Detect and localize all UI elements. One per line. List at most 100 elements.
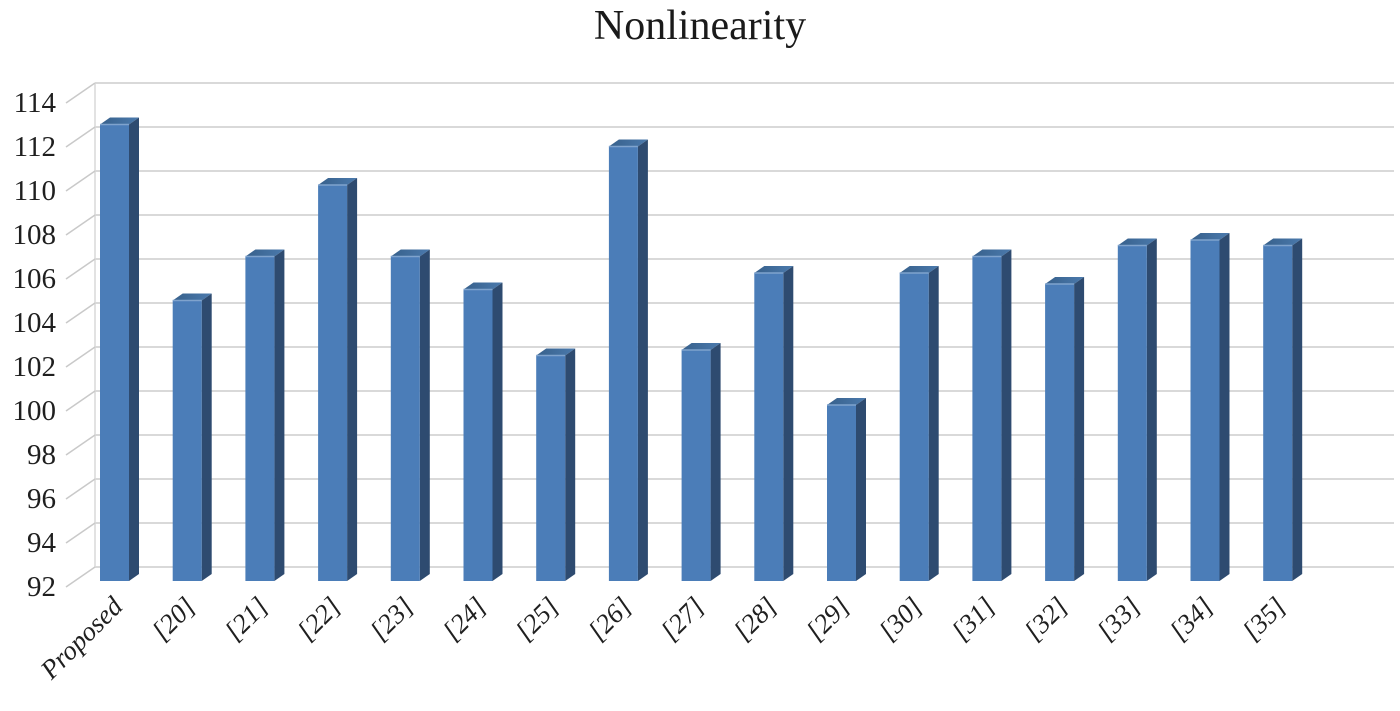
bar-top-face <box>1045 277 1085 284</box>
y-tick-label-100: 100 <box>13 395 57 427</box>
x-category-label-27: [27] <box>655 591 710 646</box>
bar-side-face <box>274 249 285 581</box>
bar-top-face <box>536 348 576 356</box>
bar-side-face <box>928 266 939 581</box>
y-axis-tick-elbow <box>65 170 96 192</box>
bar-side-face <box>1146 238 1157 581</box>
bar-side-face <box>492 282 503 581</box>
bar-29 <box>827 398 866 581</box>
x-category-label-20: [20] <box>146 591 201 646</box>
bar-24 <box>463 282 503 581</box>
bar-front-face <box>463 289 493 581</box>
y-axis-tick-elbow <box>65 214 96 236</box>
bar-front-face <box>1117 245 1147 581</box>
bar-34 <box>1190 233 1230 581</box>
bar-front-face <box>390 256 420 581</box>
x-category-label-30: [30] <box>873 591 928 646</box>
bar-top-face <box>972 249 1012 257</box>
bar-front-face <box>1045 284 1075 581</box>
bar-side-face <box>1001 249 1012 581</box>
bar-top-face <box>608 139 648 147</box>
bar-front-face <box>536 355 566 581</box>
bar-proposed <box>100 117 139 581</box>
x-category-label-26: [26] <box>582 591 637 646</box>
x-category-label-28: [28] <box>727 591 782 646</box>
x-category-label-25: [25] <box>509 591 564 646</box>
bar-31 <box>972 249 1012 581</box>
bar-top-face <box>100 117 139 125</box>
y-axis-tick-elbow <box>65 390 96 412</box>
bar-front-face <box>972 256 1002 581</box>
bar-25 <box>536 348 576 581</box>
bar-front-face <box>100 124 129 581</box>
bar-side-face <box>856 398 866 581</box>
x-category-label-34: [34] <box>1164 591 1219 646</box>
x-category-label-24: [24] <box>437 591 492 646</box>
y-axis-tick-elbow <box>65 434 96 456</box>
x-category-label-23: [23] <box>364 591 419 646</box>
y-axis-tick-elbow <box>65 346 96 368</box>
bar-front-face <box>899 273 929 581</box>
bar-front-face <box>318 185 348 581</box>
y-axis-tick-elbow <box>65 522 96 544</box>
bar-top-face <box>245 249 285 257</box>
bar-21 <box>245 249 285 581</box>
x-category-label-31: [31] <box>945 591 1000 646</box>
y-tick-label-92: 92 <box>27 571 56 603</box>
bar-32 <box>1045 277 1085 581</box>
bar-front-face <box>754 273 784 581</box>
x-category-label-29: [29] <box>800 591 855 646</box>
x-category-label-33: [33] <box>1091 591 1146 646</box>
bar-side-face <box>565 348 576 581</box>
x-category-label-proposed: Proposed <box>34 591 129 686</box>
bar-27 <box>681 343 721 581</box>
bar-23 <box>390 249 430 581</box>
bar-side-face <box>129 117 139 581</box>
y-tick-label-114: 114 <box>14 87 57 119</box>
bar-30 <box>899 266 939 581</box>
y-axis-tick-elbow <box>65 82 96 104</box>
bar-top-face <box>1263 238 1303 246</box>
bar-side-face <box>1219 233 1230 581</box>
y-tick-label-96: 96 <box>27 483 56 515</box>
bar-top-face <box>1117 238 1157 246</box>
bar-side-face <box>347 178 358 581</box>
bar-front-face <box>245 256 275 581</box>
bar-35 <box>1263 238 1303 581</box>
bar-side-face <box>710 343 721 581</box>
bar-top-face <box>754 266 794 273</box>
bar-26 <box>608 139 648 581</box>
y-tick-label-112: 112 <box>14 131 56 163</box>
bar-top-face <box>390 249 430 257</box>
y-axis-tick-elbow <box>65 566 96 588</box>
bar-front-face <box>681 350 711 581</box>
bar-front-face <box>172 300 202 581</box>
x-category-label-21: [21] <box>218 591 273 646</box>
y-axis-tick-elbow <box>65 126 96 148</box>
bar-top-face <box>172 293 212 301</box>
bar-side-face <box>637 139 648 581</box>
y-axis-tick-elbow <box>65 302 96 324</box>
bar-front-face <box>1263 245 1293 581</box>
y-axis-tick-elbow <box>65 478 96 500</box>
y-tick-label-94: 94 <box>27 527 57 559</box>
y-tick-label-108: 108 <box>13 219 57 251</box>
bar-side-face <box>201 293 212 581</box>
bar-front-face <box>1190 240 1220 581</box>
bar-side-face <box>1074 277 1085 581</box>
chart-title: Nonlinearity <box>593 3 807 49</box>
bar-top-face <box>318 178 358 185</box>
y-tick-label-102: 102 <box>13 351 57 383</box>
bar-28 <box>754 266 794 581</box>
bar-front-face <box>827 405 856 581</box>
bar-22 <box>318 178 358 581</box>
bar-20 <box>172 293 212 581</box>
bar-front-face <box>608 146 638 581</box>
bar-side-face <box>783 266 794 581</box>
y-tick-label-106: 106 <box>13 263 57 295</box>
y-tick-label-98: 98 <box>27 439 56 471</box>
bar-top-face <box>827 398 866 405</box>
bar-top-face <box>463 282 503 290</box>
y-tick-label-110: 110 <box>14 175 56 207</box>
